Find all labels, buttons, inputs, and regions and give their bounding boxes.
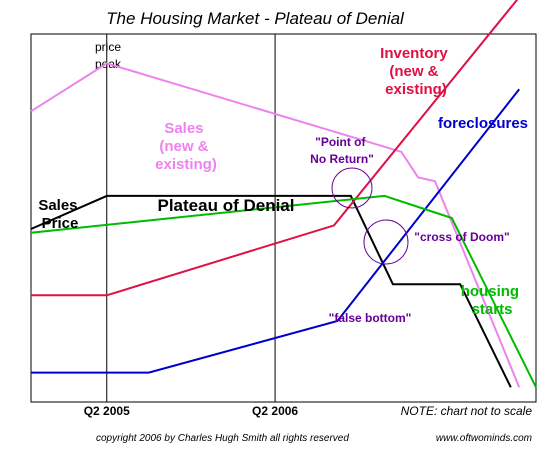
sales-price-label: Sales Price <box>38 197 81 232</box>
plateau-of-denial-label: Plateau of Denial <box>158 196 295 215</box>
inventory-label-line-1: Inventory <box>380 45 448 62</box>
foreclosures-line <box>31 88 520 374</box>
point-of-no-return-circle <box>331 167 373 209</box>
sales-label-line-2: (new & <box>159 138 208 155</box>
cross-of-doom-circle <box>363 219 409 265</box>
sales-label: Sales (new & existing) <box>155 120 217 173</box>
series-lines <box>30 0 537 388</box>
inventory-label-line-2: (new & <box>389 63 438 80</box>
chart-title: The Housing Market - Plateau of Denial <box>106 9 405 28</box>
scale-note: NOTE: chart not to scale <box>401 404 533 418</box>
false-bottom-label: "false bottom" <box>329 311 412 325</box>
sales-label-line-3: existing) <box>155 156 217 173</box>
site-url: www.oftwominds.com <box>436 433 532 444</box>
housing-starts-label-line-2: starts <box>472 301 513 318</box>
cross-of-doom-label: "cross of Doom" <box>414 230 509 244</box>
housing-starts-label-line-1: housing <box>461 283 519 300</box>
copyright-text: copyright 2006 by Charles Hugh Smith all… <box>96 433 349 444</box>
inventory-label-line-3: existing) <box>385 81 447 98</box>
sales-price-line <box>30 194 512 388</box>
x-tick-q2-2006: Q2 2006 <box>252 404 298 418</box>
housing-starts-line <box>30 194 537 388</box>
point-of-no-return-label: "Point of No Return" <box>310 135 374 166</box>
point-of-no-return-line-2: No Return" <box>310 152 374 166</box>
x-tick-q2-2005: Q2 2005 <box>84 404 130 418</box>
foreclosures-label: foreclosures <box>438 115 528 132</box>
inventory-line <box>31 0 519 297</box>
price-peak-line-1: price <box>95 40 121 54</box>
sales-price-label-line-1: Sales <box>38 197 77 214</box>
sales-price-label-line-2: Price <box>42 215 79 232</box>
point-of-no-return-line-1: "Point of <box>315 135 366 149</box>
sales-label-line-1: Sales <box>164 120 203 137</box>
sales-line <box>30 62 521 388</box>
inventory-label: Inventory (new & existing) <box>380 45 452 98</box>
housing-starts-label: housing starts <box>461 283 524 318</box>
